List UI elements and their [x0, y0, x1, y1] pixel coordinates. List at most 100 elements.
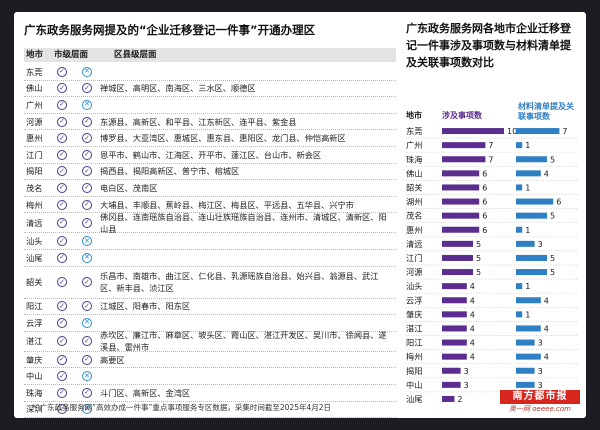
- value-label-items: 4: [470, 324, 475, 333]
- bar-chart-section: 广东政务服务网各地市企业迁移登记一件事涉及事项数与材料清单提及关联事项数对比 地…: [406, 20, 578, 412]
- watermark-site: 奥一网 oeeee.com: [500, 404, 580, 415]
- value-label-materials: 1: [525, 282, 530, 291]
- city-level-cell: ✓: [57, 267, 67, 298]
- check-icon: ✓: [57, 387, 67, 398]
- city-level-cell: ✓: [57, 332, 67, 351]
- row-districts: 斗门区、高新区、金湾区: [100, 387, 191, 398]
- table-row: 中山 ✓ ✕: [24, 368, 396, 385]
- value-label-items: 5: [476, 268, 481, 277]
- category-label: 云浮: [406, 295, 422, 305]
- value-label-items: 5: [476, 254, 481, 263]
- city-level-cell: ✓: [57, 368, 67, 384]
- table-row: 珠海 ✓ ✓ 斗门区、高新区、金湾区: [24, 385, 396, 402]
- row-city: 梅州: [26, 199, 43, 210]
- category-label: 汕尾: [406, 394, 422, 404]
- bar-materials: [516, 240, 535, 247]
- row-districts: 博罗县、大亚湾区、惠城区、惠东县、惠阳区、龙门县、仲恺高新区: [100, 133, 346, 144]
- bar-materials: [516, 170, 541, 177]
- row-city: 深圳: [26, 404, 43, 415]
- value-label-items: 7: [488, 141, 493, 150]
- table-row: 湛江 ✓ ✓ 赤坎区、廉江市、麻章区、坡头区、霞山区、湛江开发区、吴川市、徐闻县、遂溪…: [24, 330, 396, 352]
- row-districts: [100, 233, 392, 249]
- value-label-items: 4: [470, 296, 475, 305]
- city-level-cell: ✓: [57, 114, 67, 130]
- district-level-cell: ✓: [82, 385, 92, 401]
- city-level-cell: ✓: [57, 97, 67, 113]
- row-city: 广州: [26, 99, 43, 110]
- district-table-title: 广东政务服务网提及的“企业迁移登记一件事”开通办理区: [24, 23, 316, 37]
- city-level-cell: ✓: [57, 402, 67, 418]
- district-level-cell: ✕: [82, 64, 92, 80]
- chart-header-city: 地市: [406, 111, 422, 120]
- table-row: 佛山 ✓ ✓ 禅城区、高明区、南海区、三水区、顺德区: [24, 81, 396, 98]
- value-label-materials: 5: [550, 254, 555, 263]
- district-level-cell: ✓: [82, 299, 92, 315]
- value-label-materials: 4: [544, 353, 549, 362]
- value-label-items: 6: [482, 212, 487, 221]
- table-row: 韶关 ✓ ✓ 乐昌市、南雄市、曲江区、仁化县、乳源瑶族自治县、始兴县、翁源县、武江区、…: [24, 267, 396, 299]
- bar-items: [442, 269, 473, 276]
- bar-items: [442, 226, 480, 233]
- row-districts: [100, 64, 392, 80]
- header-district-level: 区县级层面: [114, 50, 157, 60]
- check-icon: ✓: [57, 404, 67, 415]
- city-level-cell: ✓: [57, 164, 67, 180]
- city-level-cell: ✓: [57, 250, 67, 266]
- value-label-items: 6: [482, 183, 487, 192]
- check-icon: ✓: [57, 199, 67, 210]
- value-label-materials: 3: [538, 367, 543, 376]
- city-level-cell: ✓: [57, 352, 67, 368]
- table-row: 深圳 ✓ ✕: [24, 402, 396, 418]
- bar-materials: [516, 269, 547, 276]
- value-label-materials: 1: [525, 310, 530, 319]
- bar-materials: [516, 142, 523, 149]
- bar-materials: [516, 254, 547, 261]
- row-districts: 禅城区、高明区、南海区、三水区、顺德区: [100, 83, 256, 94]
- district-level-cell: ✕: [82, 368, 92, 384]
- cross-icon: ✕: [82, 99, 92, 110]
- row-districts: 电白区、茂南区: [100, 182, 158, 193]
- check-icon: ✓: [57, 277, 67, 288]
- check-icon: ✓: [82, 199, 92, 210]
- row-districts: 高要区: [100, 354, 125, 365]
- district-table-section: 广东政务服务网提及的“企业迁移登记一件事”开通办理区 地市 市级层面 区县级层面…: [24, 20, 404, 418]
- row-city: 揭阳: [26, 166, 43, 177]
- row-districts: 大埔县、丰顺县、蕉岭县、梅江区、梅县区、平远县、五华县、兴宁市: [100, 199, 354, 210]
- row-districts: 东源县、高新区、和平县、江东新区、连平县、紫金县: [100, 116, 297, 127]
- value-label-items: 6: [482, 198, 487, 207]
- bar-items: [442, 325, 467, 332]
- city-level-cell: ✓: [57, 197, 67, 213]
- bar-materials: [516, 367, 535, 374]
- category-label: 阳江: [406, 338, 422, 348]
- bar-materials: [516, 198, 554, 205]
- row-city: 珠海: [26, 387, 43, 398]
- row-city: 河源: [26, 116, 43, 127]
- check-icon: ✓: [57, 217, 67, 228]
- table-row: 梅州 ✓ ✓ 大埔县、丰顺县、蕉岭县、梅江区、梅县区、平远县、五华县、兴宁市: [24, 197, 396, 214]
- check-icon: ✓: [82, 277, 92, 288]
- watermark-logo: 南方都市报 奥一网 oeeee.com: [500, 390, 580, 416]
- district-level-cell: ✓: [82, 180, 92, 196]
- row-districts: [100, 368, 392, 384]
- district-level-cell: ✓: [82, 352, 92, 368]
- city-level-cell: ✓: [57, 299, 67, 315]
- legend-items: 涉及事项数: [442, 111, 482, 120]
- bar-items: [442, 142, 486, 149]
- table-row: 河源 ✓ ✓ 东源县、高新区、和平县、江东新区、连平县、紫金县: [24, 114, 396, 131]
- chart-header: 地市 涉及事项数 材料清单提及关联事项数: [406, 100, 578, 124]
- value-label-items: 5: [476, 240, 481, 249]
- bar-materials: [516, 325, 541, 332]
- check-icon: ✓: [57, 182, 67, 193]
- bar-items: [442, 381, 461, 388]
- row-districts: 恩平市、鹤山市、江海区、开平市、蓬江区、台山市、新会区: [100, 149, 322, 160]
- category-label: 肇庆: [406, 309, 422, 319]
- row-city: 惠州: [26, 133, 43, 144]
- category-label: 清远: [406, 239, 422, 249]
- row-city: 东莞: [26, 66, 43, 77]
- value-label-materials: 1: [525, 141, 530, 150]
- row-city: 汕头: [26, 236, 43, 247]
- table-row: 广州 ✓ ✕: [24, 97, 396, 114]
- category-label: 惠州: [406, 225, 422, 235]
- city-level-cell: ✓: [57, 81, 67, 97]
- value-label-items: 4: [470, 339, 475, 348]
